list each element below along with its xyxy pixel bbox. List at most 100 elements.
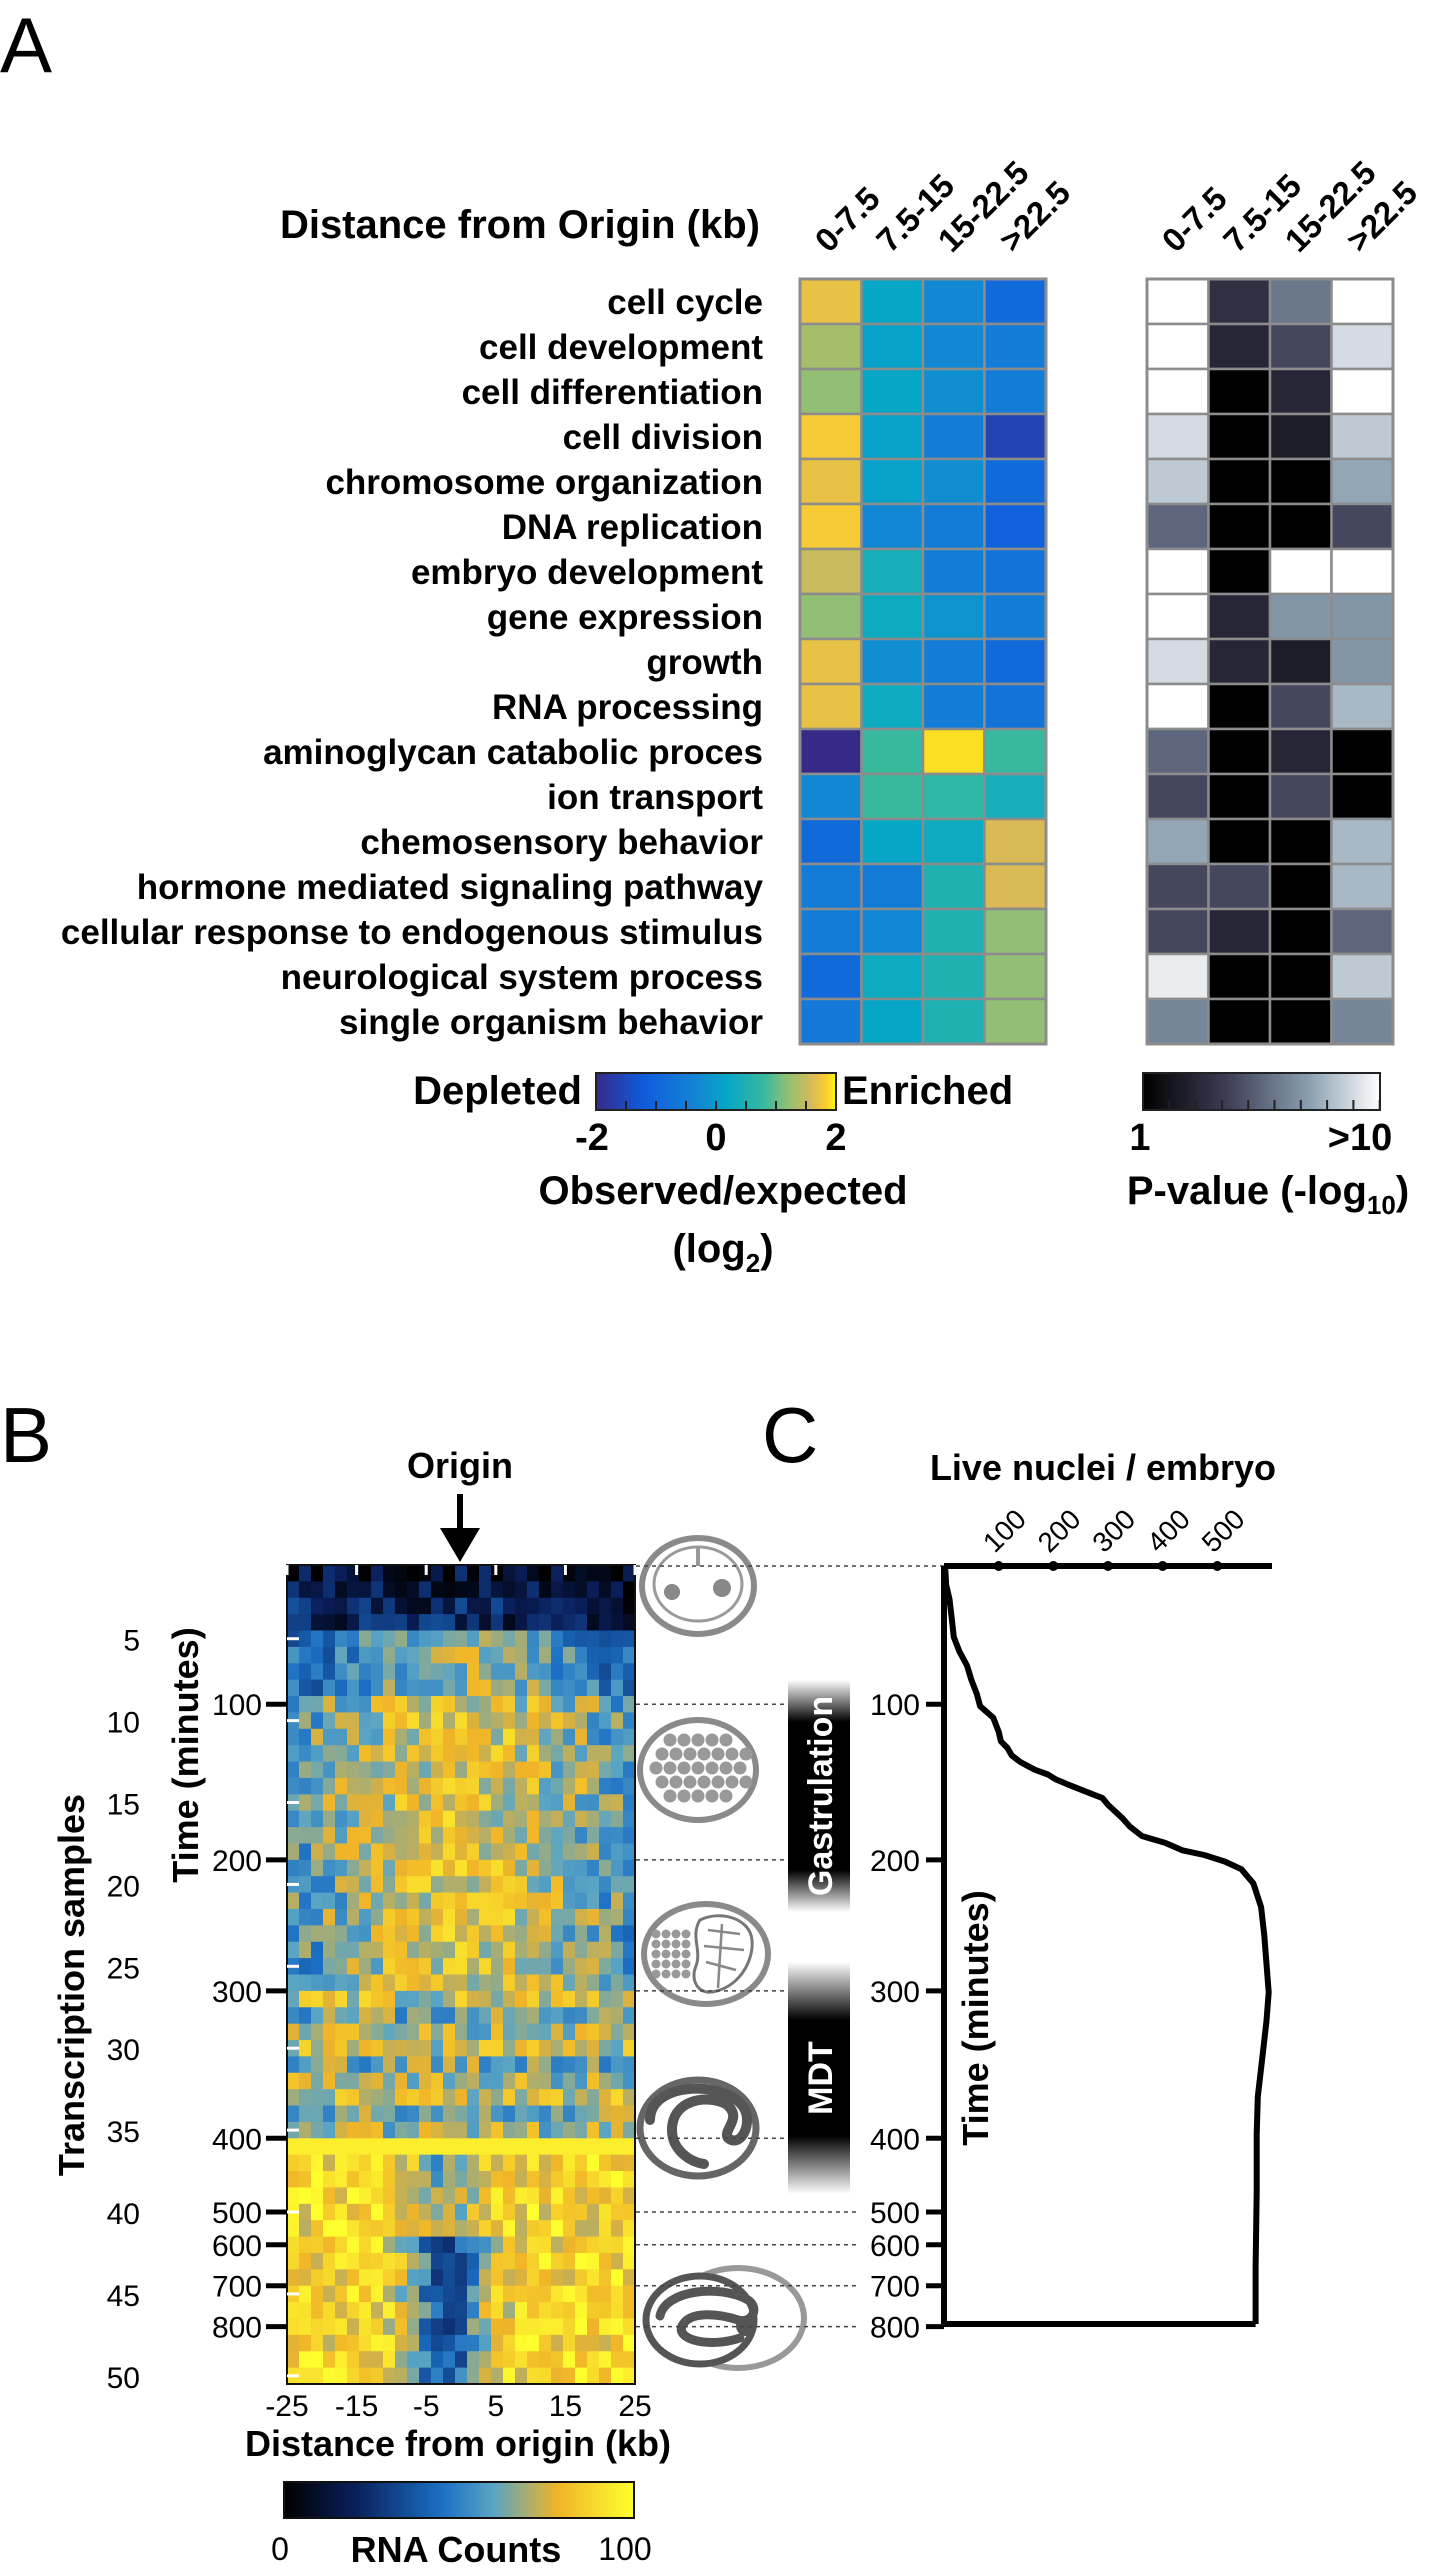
rna-cell [479, 2285, 492, 2303]
rna-cell [551, 1958, 564, 1976]
rna-cell [539, 1958, 552, 1976]
observed-cell [798, 547, 863, 596]
rna-cell [335, 1925, 348, 1943]
rna-cell [539, 1581, 552, 1599]
rna-cell [623, 1712, 636, 1730]
rna-cell [575, 1859, 588, 1877]
pvalue-cell [1330, 997, 1395, 1046]
rna-cell [335, 1745, 348, 1763]
rna-cell [515, 2252, 528, 2270]
rna-cell [383, 2089, 396, 2107]
samples-axis-title: Transcription samples [51, 1794, 92, 2176]
rna-cell [479, 1630, 492, 1648]
rna-cell [455, 2318, 468, 2336]
rna-cell [407, 2040, 420, 2057]
rna-cell [335, 1859, 348, 1877]
rna-cell [551, 1876, 564, 1894]
rna-cell [551, 2105, 564, 2123]
cell-dot [671, 1969, 681, 1979]
rna-cell [611, 1859, 624, 1877]
rna-cell [431, 2056, 444, 2074]
rna-cell [551, 2187, 564, 2205]
rna-cell [371, 2072, 384, 2090]
distance-title: Distance from Origin (kb) [280, 203, 760, 247]
rna-cell [503, 1728, 516, 1746]
rna-cell [623, 1827, 636, 1845]
rna-cell [551, 1843, 564, 1861]
rna-cell [527, 1761, 540, 1779]
pvalue-cell [1207, 907, 1272, 956]
rna-cell [395, 2072, 408, 2090]
rna-cell [587, 1597, 600, 1615]
rna-cell [563, 2138, 576, 2156]
rna-cell [479, 2154, 492, 2172]
x-tick [993, 1561, 1004, 1571]
rna-cell [311, 2367, 324, 2385]
rna-cell [347, 2171, 360, 2189]
rna-cell [563, 2007, 576, 2025]
rna-cell [347, 2105, 360, 2123]
observed-cell [798, 592, 863, 641]
rna-cell [323, 2056, 336, 2074]
rna-cell [599, 1941, 612, 1959]
rna-cell [527, 2121, 540, 2139]
rna-cell [575, 2138, 588, 2156]
rna-cell [347, 1810, 360, 1828]
rna-cell [287, 1892, 300, 1910]
rna-cell [359, 1990, 372, 2008]
rna-cell [395, 2285, 408, 2303]
rna-cell [599, 1876, 612, 1894]
rna-cell [383, 2056, 396, 2074]
rna-cell [623, 1843, 636, 1861]
rna-cell [539, 2089, 552, 2107]
pvalue-cell [1268, 682, 1333, 731]
rna-cell [479, 1663, 492, 1681]
cell-dot [671, 1939, 681, 1949]
y-tick-label: 200 [870, 1845, 920, 1878]
rna-cell [539, 2023, 552, 2041]
live-nuclei-tick-labels: 100 200 300 400 500 [977, 1503, 1251, 1571]
rna-cell [443, 2072, 456, 2090]
rna-cell [551, 1974, 564, 1992]
rna-cell [599, 1745, 612, 1763]
rna-cell [383, 2121, 396, 2139]
rna-cell [431, 2334, 444, 2352]
rna-cell [431, 2269, 444, 2287]
rna-cell [371, 1859, 384, 1877]
observed-cell [860, 592, 925, 641]
rna-cell [347, 1581, 360, 1599]
rna-cell [311, 2187, 324, 2205]
cell-dot [651, 1969, 661, 1979]
rna-cell [347, 2220, 360, 2238]
rna-cell [371, 2203, 384, 2221]
pvalue-cell [1145, 637, 1210, 686]
rna-cell [575, 1794, 588, 1812]
rna-cell [311, 2302, 324, 2320]
rna-cell [551, 2089, 564, 2107]
rna-cell [599, 2138, 612, 2156]
live-nuclei-title: Live nuclei / embryo [930, 1447, 1276, 1488]
observed-cell [921, 952, 986, 1001]
rna-cell [419, 1630, 432, 1648]
rna-cell [407, 2007, 420, 2025]
rna-cell [419, 1679, 432, 1697]
cell-dot [661, 1949, 671, 1959]
cell-dot [725, 1747, 739, 1761]
rna-cell [323, 1925, 336, 1943]
rna-cell [479, 1958, 492, 1976]
rna-cell [383, 1892, 396, 1910]
rna-cell [359, 1646, 372, 1664]
rna-cell [611, 2171, 624, 2189]
rna-cell [311, 1777, 324, 1795]
legend-depleted-label: Depleted [413, 1069, 582, 1113]
rna-cell [467, 2171, 480, 2189]
x-tick-label: 400 [1141, 1503, 1196, 1558]
rna-cell [431, 1876, 444, 1894]
rna-cell [539, 2040, 552, 2057]
cell-dot [683, 1775, 697, 1789]
rna-cell [539, 2154, 552, 2172]
rna-cell [443, 2105, 456, 2123]
rna-cell [443, 2203, 456, 2221]
rna-cell [575, 2023, 588, 2041]
cell-dot [725, 1775, 739, 1789]
